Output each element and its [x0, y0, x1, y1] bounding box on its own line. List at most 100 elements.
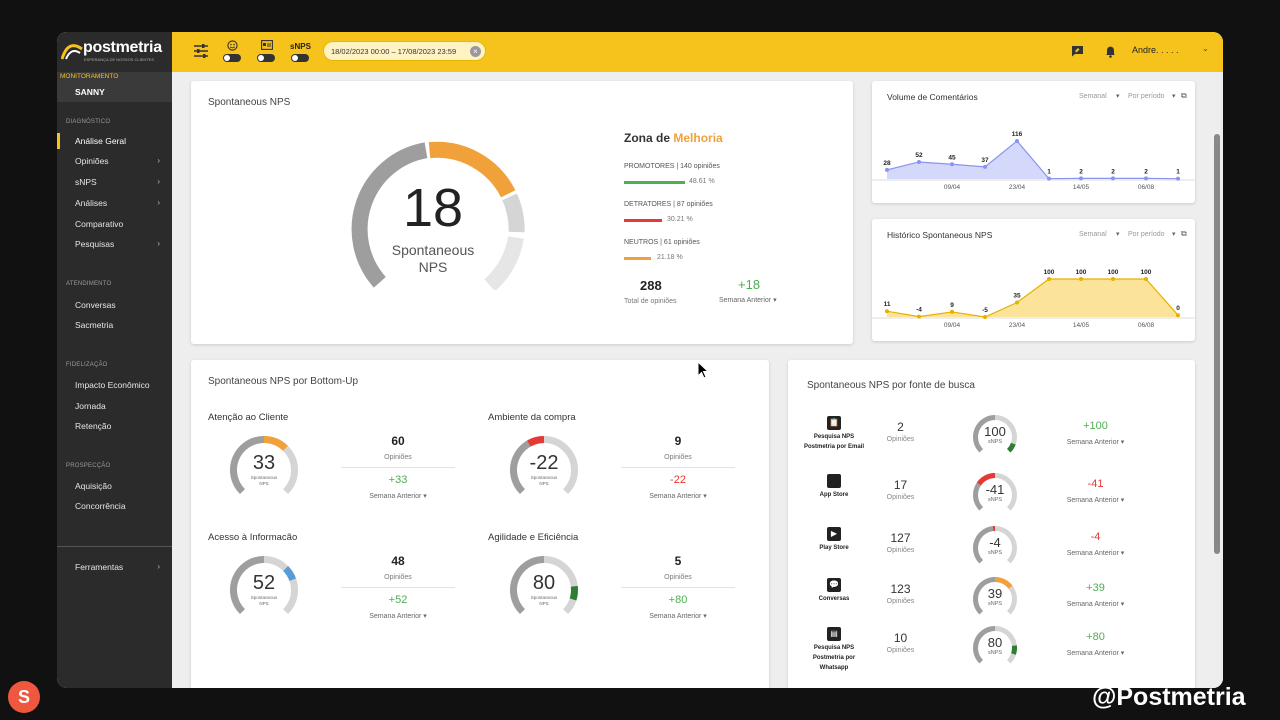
- data-point[interactable]: [1047, 277, 1051, 281]
- s-badge: S: [8, 681, 40, 713]
- data-point[interactable]: [1047, 176, 1051, 181]
- data-point[interactable]: [1079, 176, 1083, 181]
- caret-down-icon[interactable]: ▾: [1172, 93, 1176, 100]
- sidebar-item-label: sNPS: [75, 177, 97, 187]
- historico-filter-1[interactable]: Semanal: [1079, 231, 1107, 238]
- fonte-period-dropdown[interactable]: Semana Anterior ▾: [1066, 650, 1125, 657]
- expand-icon[interactable]: ⧉: [1181, 91, 1187, 100]
- data-label: 100: [1044, 269, 1055, 276]
- data-label: 1: [1047, 169, 1051, 176]
- x-tick-label: 09/04: [944, 322, 961, 329]
- fonte-score-label: sNPS: [987, 497, 1003, 503]
- gauge-positive: [263, 436, 288, 451]
- volume-filter-1[interactable]: Semanal: [1079, 93, 1107, 100]
- expand-icon[interactable]: ⧉: [1181, 229, 1187, 238]
- caret-down-icon[interactable]: ▾: [1116, 93, 1120, 100]
- fonte-count: 10: [893, 631, 908, 645]
- fonte-score-label: sNPS: [987, 601, 1003, 607]
- data-point[interactable]: [1111, 277, 1115, 281]
- gauge-base: [510, 556, 545, 615]
- snps-toggle[interactable]: [291, 54, 309, 62]
- caret-down-icon: ▾: [773, 297, 777, 304]
- bottomup-period-dropdown[interactable]: Semana Anterior ▾: [649, 613, 707, 620]
- data-point[interactable]: [1015, 300, 1019, 305]
- id-toggle[interactable]: [257, 54, 275, 62]
- notification-bell-icon[interactable]: [1105, 45, 1116, 58]
- x-tick-label: 09/04: [944, 184, 961, 191]
- data-label: 100: [1141, 269, 1152, 276]
- sidebar-item-ferramentas[interactable]: Ferramentas ›: [57, 560, 172, 574]
- data-point[interactable]: [1176, 176, 1180, 181]
- sidebar-item-label: Ferramentas: [75, 562, 124, 572]
- scrollbar-thumb[interactable]: [1214, 134, 1220, 554]
- historico-filter-2[interactable]: Por período: [1128, 231, 1165, 238]
- sidebar-item-analises[interactable]: Análises ›: [57, 196, 172, 210]
- bottomup-period-dropdown[interactable]: Semana Anterior ▾: [369, 493, 427, 500]
- bottomup-opinions-label: Opiniões: [664, 574, 692, 581]
- account-block[interactable]: MONITORAMENTO SANNY: [57, 72, 172, 102]
- bottomup-period-dropdown[interactable]: Semana Anterior ▾: [649, 493, 707, 500]
- bottomup-item-name: Atenção ao Cliente: [208, 412, 289, 423]
- sidebar-item-jornada[interactable]: Jornada: [57, 399, 172, 413]
- data-point[interactable]: [950, 309, 954, 314]
- date-range-chip[interactable]: 18/02/2023 00:00 – 17/08/2023 23:59 ×: [323, 41, 486, 61]
- sidebar-item-label: Aquisição: [75, 481, 112, 491]
- caret-down-icon[interactable]: ▾: [1172, 231, 1176, 238]
- fonte-period-dropdown[interactable]: Semana Anterior ▾: [1066, 497, 1125, 504]
- fonte-name: Pesquisa NPS: [813, 645, 855, 651]
- main-score-label-2: NPS: [418, 259, 448, 275]
- user-menu-chevron-icon[interactable]: ⌄: [1202, 44, 1209, 53]
- sidebar-item-snps[interactable]: sNPS ›: [57, 175, 172, 189]
- bottomup-item-name: Agilidade e Eficiência: [488, 532, 579, 543]
- sidebar-item-retencao[interactable]: Retenção: [57, 419, 172, 433]
- data-point[interactable]: [917, 314, 921, 319]
- bottomup-gauge-label: Spontaneous: [530, 595, 558, 600]
- bottomup-gauge-label: NPS: [259, 481, 269, 486]
- server-icon: ▤: [827, 627, 841, 641]
- sidebar-item-opinioes[interactable]: Opiniões ›: [57, 154, 172, 168]
- data-point[interactable]: [983, 164, 987, 169]
- fonte-title: Spontaneous NPS por fonte de busca: [807, 380, 975, 391]
- data-point[interactable]: [1015, 139, 1019, 143]
- sidebar-item-impacto[interactable]: Impacto Econômico: [57, 378, 172, 392]
- data-point[interactable]: [983, 315, 987, 319]
- feedback-icon[interactable]: [1071, 45, 1084, 57]
- data-point[interactable]: [885, 309, 889, 314]
- sidebar-item-comparativo[interactable]: Comparativo: [57, 217, 172, 231]
- sidebar-item-pesquisas[interactable]: Pesquisas ›: [57, 237, 172, 251]
- data-point[interactable]: [950, 162, 954, 167]
- user-name[interactable]: Andre. . . . .: [1132, 45, 1179, 55]
- data-point[interactable]: [1079, 277, 1083, 281]
- sidebar-item-concorrencia[interactable]: Concorrência: [57, 499, 172, 513]
- data-point[interactable]: [1176, 313, 1180, 318]
- sidebar-item-analise-geral[interactable]: Análise Geral: [57, 133, 172, 149]
- scrollbar-track[interactable]: [1212, 72, 1223, 688]
- data-point[interactable]: [917, 159, 921, 164]
- fonte-period-dropdown[interactable]: Semana Anterior ▾: [1066, 439, 1125, 446]
- filter-sliders-icon[interactable]: [193, 44, 209, 58]
- gauge-base: [230, 436, 265, 495]
- fonte-period-dropdown[interactable]: Semana Anterior ▾: [1066, 601, 1125, 608]
- data-point[interactable]: [1144, 176, 1148, 181]
- apple-icon: [827, 474, 841, 488]
- sidebar-item-sacmetria[interactable]: Sacmetria: [57, 318, 172, 332]
- fonte-row: ▶ Play Store 127 Opiniões -4 sNPS -4 Semana Ant…: [788, 523, 1195, 575]
- data-point[interactable]: [1144, 277, 1148, 281]
- fonte-period-dropdown[interactable]: Semana Anterior ▾: [1066, 550, 1125, 557]
- sidebar-item-aquisicao[interactable]: Aquisição: [57, 479, 172, 493]
- caret-down-icon[interactable]: ▾: [1116, 231, 1120, 238]
- bottomup-divider: [621, 467, 735, 468]
- sentiment-toggle[interactable]: [223, 54, 241, 62]
- volume-card: Volume de Comentários Semanal ▾ Por perí…: [872, 81, 1195, 203]
- data-point[interactable]: [1111, 176, 1115, 181]
- bottomup-opinions-label: Opiniões: [384, 454, 412, 461]
- clear-date-icon[interactable]: ×: [470, 46, 481, 57]
- badge-letter: S: [17, 687, 30, 707]
- delta-period-dropdown[interactable]: Semana Anterior ▾: [719, 296, 777, 304]
- bottomup-period-dropdown[interactable]: Semana Anterior ▾: [369, 613, 427, 620]
- historico-card: Histórico Spontaneous NPS Semanal ▾ Por …: [872, 219, 1195, 341]
- data-point[interactable]: [885, 167, 889, 172]
- fonte-name: Whatsapp: [819, 665, 849, 671]
- sidebar-item-conversas[interactable]: Conversas: [57, 298, 172, 312]
- volume-filter-2[interactable]: Por período: [1128, 93, 1165, 100]
